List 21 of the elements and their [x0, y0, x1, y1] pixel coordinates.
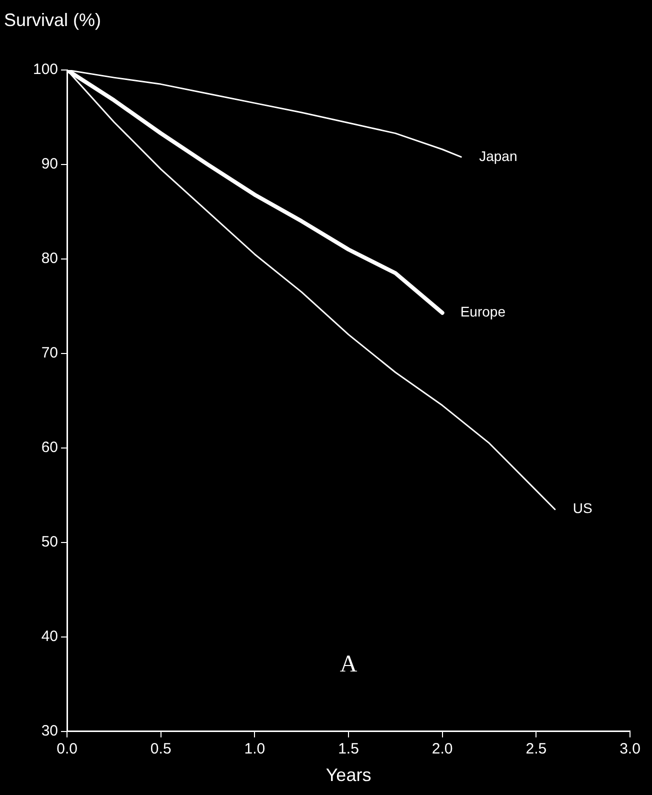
x-tick-label: 0.0 [56, 740, 78, 758]
x-tick-label: 0.5 [150, 740, 172, 758]
series-label: US [572, 500, 592, 516]
y-tick-label: 90 [41, 156, 58, 173]
y-axis-title: Survival (%) [4, 10, 102, 30]
x-tick-label: 3.0 [620, 740, 640, 758]
x-tick-label: 1.5 [338, 740, 359, 758]
series-label: Europe [460, 304, 506, 320]
x-tick-label: 2.5 [526, 740, 547, 758]
y-tick-label: 100 [32, 61, 58, 78]
y-tick-label: 50 [41, 534, 58, 551]
annotation: A [340, 652, 358, 678]
y-tick-label: 40 [41, 628, 58, 646]
series-label: Japan [479, 148, 518, 164]
x-axis-title: Years [326, 765, 372, 786]
x-tick-label: 2.0 [432, 740, 453, 758]
y-tick-label: 30 [41, 722, 58, 740]
y-tick-label: 60 [41, 439, 58, 456]
x-tick-label: 1.0 [244, 740, 266, 758]
y-tick-label: 80 [41, 250, 58, 268]
y-tick-label: 70 [41, 344, 58, 362]
